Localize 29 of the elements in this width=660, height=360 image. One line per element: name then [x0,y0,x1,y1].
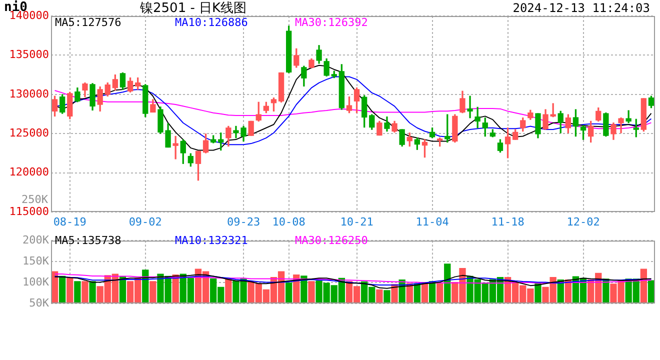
x-tick-label: 11-18 [491,215,524,228]
x-tick-label: 12-02 [566,215,600,228]
y-tick-label: 150K [22,254,50,268]
chart-title: 镍2501 - 日K线图 [140,1,247,16]
text: MA10:132321 [175,234,248,247]
text: MA30:126392 [295,16,368,29]
x-tick-label: 11-04 [416,215,450,228]
text: MA30:126250 [295,234,368,247]
y-tick-label: 100K [22,275,50,288]
x-tick-label: 10-08 [272,215,306,228]
y-tick-label: 115000 [9,204,49,218]
y-tick-label: 130000 [9,87,49,100]
text: MA5:135738 [55,234,122,247]
x-tick-label: 09-23 [226,215,260,228]
candlestick [474,106,480,128]
y-tick-label: 135000 [9,48,49,62]
y-tick-label: 125000 [9,126,49,140]
y-tick-label: 200K [22,233,50,246]
candlestick [467,96,473,118]
text: MA10:126886 [175,16,248,29]
x-tick-label: 10-21 [340,215,374,228]
y-tick-label: 50K [29,296,50,310]
candlestick [172,136,178,160]
text: 250K [22,193,48,206]
text: MA5:127576 [55,16,122,29]
chart-subtitle: 2024-12-13 11:24:03 [512,1,650,15]
x-tick-label: 08-19 [53,215,86,228]
y-tick-label: 120000 [9,166,49,179]
x-tick-label: 09-02 [128,215,162,228]
